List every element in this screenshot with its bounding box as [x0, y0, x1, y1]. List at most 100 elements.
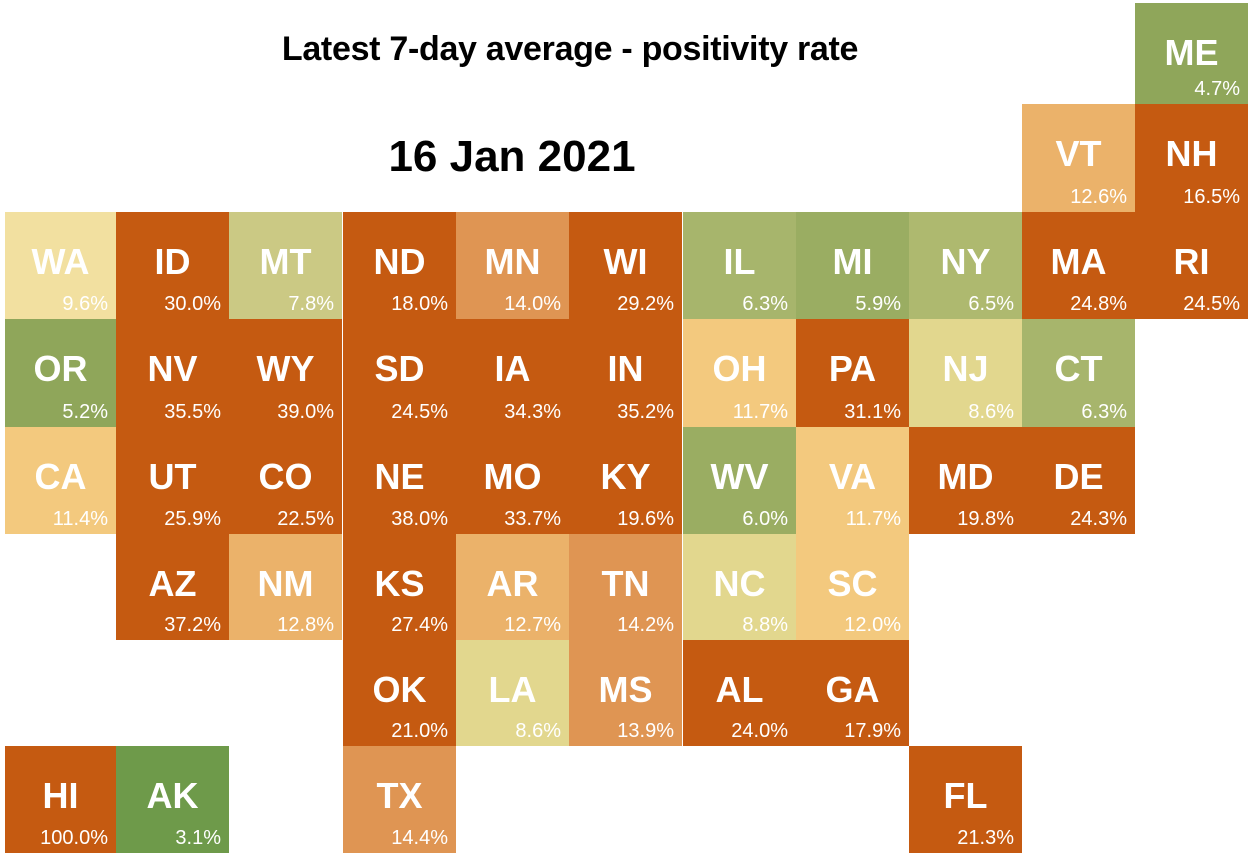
state-positivity-value: 6.3%	[742, 293, 788, 315]
state-positivity-value: 12.0%	[844, 614, 901, 636]
state-tile-tn: TN 14.2%	[569, 534, 682, 640]
state-abbr: NM	[257, 563, 314, 604]
state-tile-ia: IA 34.3%	[456, 319, 569, 427]
state-positivity-value: 6.0%	[742, 508, 788, 530]
state-positivity-value: 30.0%	[164, 293, 221, 315]
state-abbr: MS	[598, 669, 653, 710]
state-tile-ny: NY 6.5%	[909, 212, 1022, 319]
state-positivity-value: 7.8%	[288, 293, 334, 315]
state-tile-or: OR 5.2%	[5, 319, 116, 427]
state-tile-mt: MT 7.8%	[229, 212, 342, 319]
state-positivity-value: 24.0%	[731, 720, 788, 742]
state-positivity-value: 9.6%	[62, 293, 108, 315]
state-positivity-value: 6.3%	[1081, 401, 1127, 423]
state-abbr: VA	[828, 456, 877, 497]
state-abbr: MI	[832, 241, 873, 282]
state-tile-nj: NJ 8.6%	[909, 319, 1022, 427]
state-positivity-value: 100.0%	[40, 827, 108, 849]
state-positivity-value: 11.4%	[52, 508, 108, 530]
state-abbr: CO	[258, 456, 313, 497]
state-tile-nv: NV 35.5%	[116, 319, 229, 427]
state-tile-pa: PA 31.1%	[796, 319, 909, 427]
state-tile-ri: RI 24.5%	[1135, 212, 1248, 319]
state-tile-ks: KS 27.4%	[343, 534, 456, 640]
state-positivity-value: 24.5%	[391, 401, 448, 423]
state-positivity-value: 35.5%	[164, 401, 221, 423]
state-tile-wy: WY 39.0%	[229, 319, 342, 427]
state-tile-wv: WV 6.0%	[683, 427, 796, 534]
state-positivity-value: 29.2%	[617, 293, 674, 315]
state-positivity-value: 8.6%	[968, 401, 1014, 423]
state-abbr: NV	[147, 348, 198, 389]
state-tile-ut: UT 25.9%	[116, 427, 229, 534]
state-tile-ok: OK 21.0%	[343, 640, 456, 746]
state-abbr: IN	[607, 348, 644, 389]
state-abbr: NY	[940, 241, 991, 282]
state-abbr: VT	[1055, 133, 1102, 174]
state-positivity-value: 18.0%	[391, 293, 448, 315]
state-tile-md: MD 19.8%	[909, 427, 1022, 534]
state-abbr: NC	[713, 563, 766, 604]
state-abbr: RI	[1173, 241, 1210, 282]
state-positivity-value: 22.5%	[277, 508, 334, 530]
state-positivity-value: 8.6%	[515, 720, 561, 742]
state-abbr: AL	[715, 669, 764, 710]
state-positivity-value: 8.8%	[742, 614, 788, 636]
state-positivity-value: 5.2%	[62, 401, 108, 423]
state-positivity-value: 38.0%	[391, 508, 448, 530]
state-tile-ct: CT 6.3%	[1022, 319, 1135, 427]
state-abbr: WI	[603, 241, 648, 282]
state-abbr: CT	[1054, 348, 1103, 389]
state-positivity-value: 27.4%	[391, 614, 448, 636]
state-tile-in: IN 35.2%	[569, 319, 682, 427]
state-abbr: KS	[374, 563, 425, 604]
state-abbr: PA	[828, 348, 877, 389]
state-abbr: AR	[486, 563, 539, 604]
state-abbr: TX	[376, 775, 423, 816]
state-tile-tx: TX 14.4%	[343, 746, 456, 853]
state-abbr: GA	[825, 669, 880, 710]
state-abbr: SC	[827, 563, 878, 604]
state-tile-ms: MS 13.9%	[569, 640, 682, 746]
state-positivity-value: 12.6%	[1070, 186, 1127, 208]
state-abbr: MD	[937, 456, 994, 497]
state-positivity-value: 34.3%	[504, 401, 561, 423]
state-tile-va: VA 11.7%	[796, 427, 909, 534]
state-abbr: CA	[34, 456, 87, 497]
state-positivity-value: 4.7%	[1194, 78, 1240, 100]
state-tile-ar: AR 12.7%	[456, 534, 569, 640]
state-abbr: OK	[372, 669, 427, 710]
state-positivity-value: 11.7%	[732, 401, 788, 423]
map-title: Latest 7-day average - positivity rate	[281, 30, 859, 68]
state-tile-wa: WA 9.6%	[5, 212, 116, 319]
state-abbr: SD	[374, 348, 425, 389]
state-positivity-value: 6.5%	[968, 293, 1014, 315]
state-tile-ma: MA 24.8%	[1022, 212, 1135, 319]
state-tile-hi: HI 100.0%	[5, 746, 116, 853]
state-tile-al: AL 24.0%	[683, 640, 796, 746]
state-positivity-value: 14.0%	[504, 293, 561, 315]
state-tile-mi: MI 5.9%	[796, 212, 909, 319]
state-abbr: NJ	[942, 348, 989, 389]
state-abbr: HI	[42, 775, 79, 816]
state-abbr: WA	[31, 241, 90, 282]
state-tile-ga: GA 17.9%	[796, 640, 909, 746]
state-positivity-value: 24.3%	[1070, 508, 1127, 530]
state-abbr: ID	[154, 241, 191, 282]
state-tile-il: IL 6.3%	[683, 212, 796, 319]
state-positivity-value: 3.1%	[175, 827, 221, 849]
state-positivity-value: 35.2%	[617, 401, 674, 423]
state-positivity-value: 12.8%	[277, 614, 334, 636]
state-tile-sd: SD 24.5%	[343, 319, 456, 427]
map-date: 16 Jan 2021	[388, 132, 636, 181]
state-abbr: ME	[1164, 32, 1219, 73]
state-tile-la: LA 8.6%	[456, 640, 569, 746]
state-abbr: AK	[146, 775, 199, 816]
state-abbr: MA	[1050, 241, 1107, 282]
state-abbr: IL	[723, 241, 756, 282]
state-tile-co: CO 22.5%	[229, 427, 342, 534]
state-tile-de: DE 24.3%	[1022, 427, 1135, 534]
state-tile-sc: SC 12.0%	[796, 534, 909, 640]
state-positivity-value: 37.2%	[164, 614, 221, 636]
